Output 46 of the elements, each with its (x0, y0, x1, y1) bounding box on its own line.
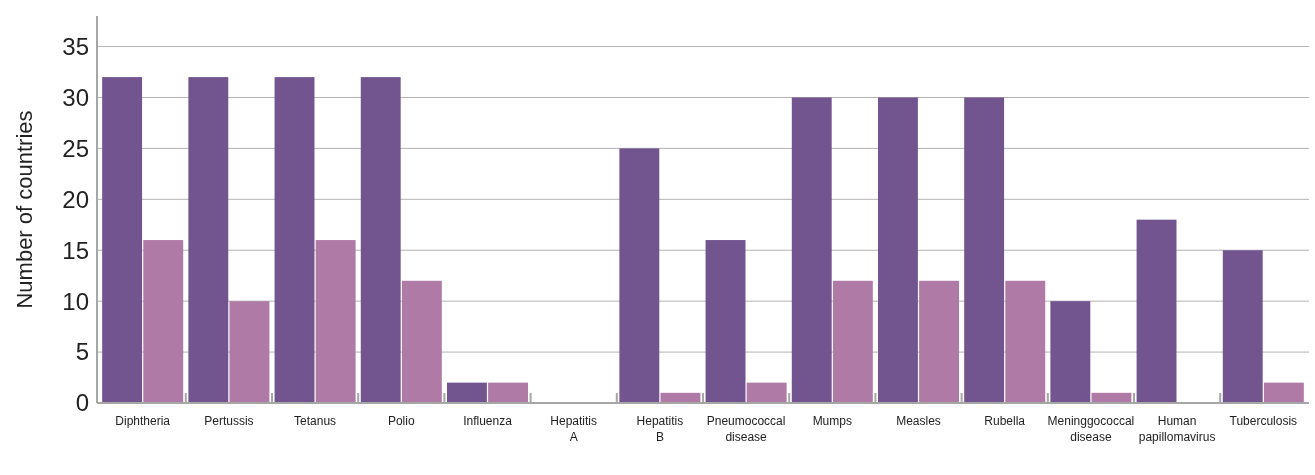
x-tick-label: Hepatitis A (550, 414, 598, 444)
bar (919, 280, 960, 403)
x-tick-label: Pneumococcal disease (706, 414, 786, 444)
bar (964, 97, 1005, 403)
x-tick-label: Polio (387, 414, 415, 428)
bar (791, 97, 832, 403)
x-tick-label: Influenza (463, 414, 513, 428)
y-tick-label: 15 (62, 236, 89, 264)
bar (102, 77, 143, 403)
bar (446, 382, 487, 403)
x-tick-label: Tetanus (294, 414, 337, 428)
y-tick-label: 5 (75, 338, 89, 366)
x-tick-label: Meninggococcal disease (1047, 414, 1135, 444)
x-tick-label: Hepatitis B (636, 414, 684, 444)
bar (188, 77, 229, 403)
y-tick-label: 10 (62, 287, 89, 315)
bar (274, 77, 315, 403)
bar (1005, 280, 1046, 403)
bar (1136, 219, 1177, 403)
bar (143, 240, 184, 403)
bar (877, 97, 918, 403)
bar (360, 77, 401, 403)
y-tick-label: 25 (62, 134, 89, 162)
bar (746, 382, 787, 403)
bar (705, 240, 746, 403)
bar (1222, 250, 1263, 403)
y-tick-label: 35 (62, 32, 89, 60)
bar (832, 280, 873, 403)
y-tick-label: 30 (62, 83, 89, 111)
bar (1050, 301, 1091, 403)
x-tick-label: Human papillomavirus (1138, 414, 1216, 444)
y-axis-title: Number of countries (12, 110, 37, 309)
bar (488, 382, 529, 403)
bar (619, 148, 660, 403)
x-tick-label: Diphtheria (115, 414, 171, 428)
bar (229, 301, 270, 403)
x-tick-label: Mumps (812, 414, 852, 428)
bar (401, 280, 442, 403)
y-tick-label: 0 (75, 389, 89, 417)
x-tick-label: Pertussis (204, 414, 254, 428)
bar (315, 240, 356, 403)
x-tick-label: Measles (896, 414, 941, 428)
bar (1263, 382, 1304, 403)
y-tick-label: 20 (62, 185, 89, 213)
x-tick-label: Tuberculosis (1229, 414, 1298, 428)
x-tick-label: Rubella (984, 414, 1026, 428)
